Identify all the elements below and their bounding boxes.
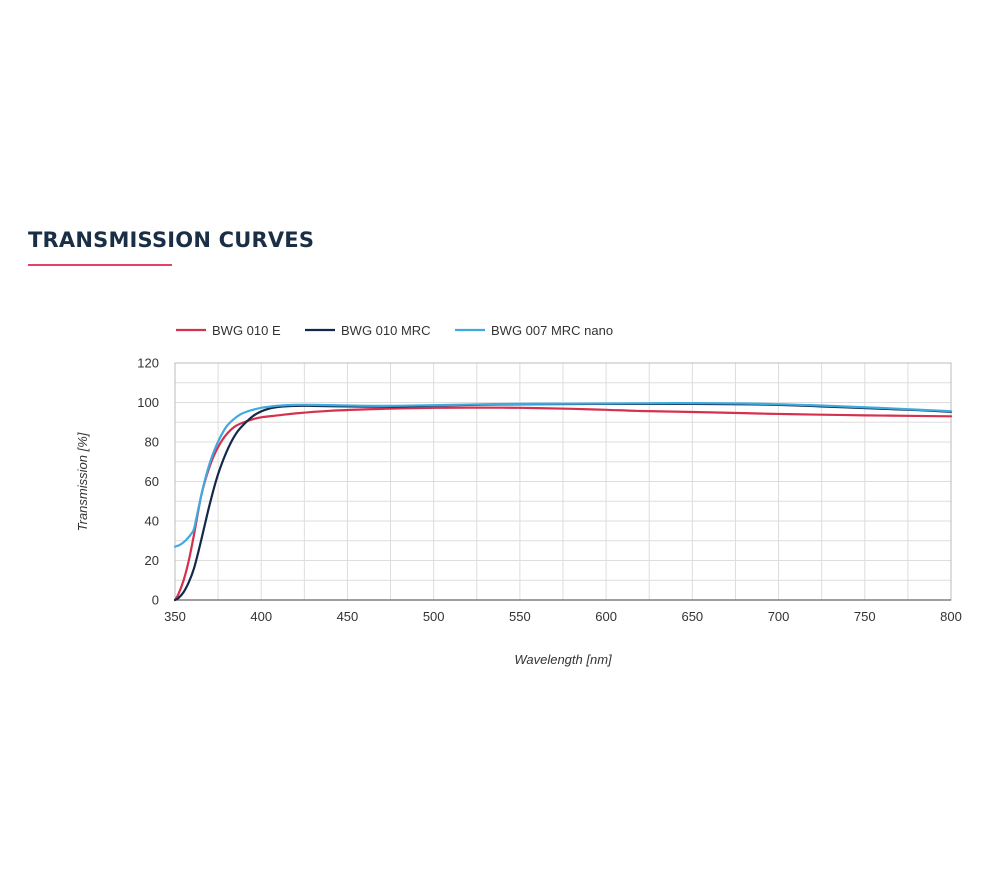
y-tick-label: 0: [152, 593, 159, 608]
title-underline: [28, 264, 172, 266]
y-tick-label: 120: [137, 356, 159, 371]
x-axis-label: Wavelength [nm]: [514, 652, 612, 667]
x-tick-label: 800: [940, 609, 962, 624]
y-tick-label: 60: [145, 474, 159, 489]
x-tick-label: 600: [595, 609, 617, 624]
section-title: TRANSMISSION CURVES: [28, 228, 315, 252]
grid: [174, 362, 952, 601]
x-tick-label: 650: [681, 609, 703, 624]
legend-label: BWG 007 MRC nano: [491, 323, 613, 338]
y-axis-label: Transmission [%]: [75, 432, 90, 531]
legend: BWG 010 E BWG 010 MRC BWG 007 MRC nano: [176, 323, 613, 338]
x-tick-label: 550: [509, 609, 531, 624]
y-tick-label: 100: [137, 395, 159, 410]
series-line-bwg-007-mrc-nano: [173, 401, 953, 548]
x-tick-label: 750: [854, 609, 876, 624]
legend-item-bwg-010-e: BWG 010 E: [176, 323, 281, 338]
y-tick-label: 20: [145, 553, 159, 568]
x-tick-label: 450: [337, 609, 359, 624]
legend-label: BWG 010 MRC: [341, 323, 431, 338]
x-tick-label: 350: [164, 609, 186, 624]
x-tick-label: 400: [250, 609, 272, 624]
y-tick-label: 40: [145, 514, 159, 529]
legend-item-bwg-010-mrc: BWG 010 MRC: [305, 323, 431, 338]
x-tick-label: 500: [423, 609, 445, 624]
x-tick-label: 700: [768, 609, 790, 624]
axes: 350 400 450 500 550 600 650 700 750 800 0 20 40 60 80 1…: [137, 356, 962, 625]
y-tick-label: 80: [145, 435, 159, 450]
legend-label: BWG 010 E: [212, 323, 281, 338]
legend-item-bwg-007-mrc-nano: BWG 007 MRC nano: [455, 323, 613, 338]
series-lines: [173, 401, 953, 602]
